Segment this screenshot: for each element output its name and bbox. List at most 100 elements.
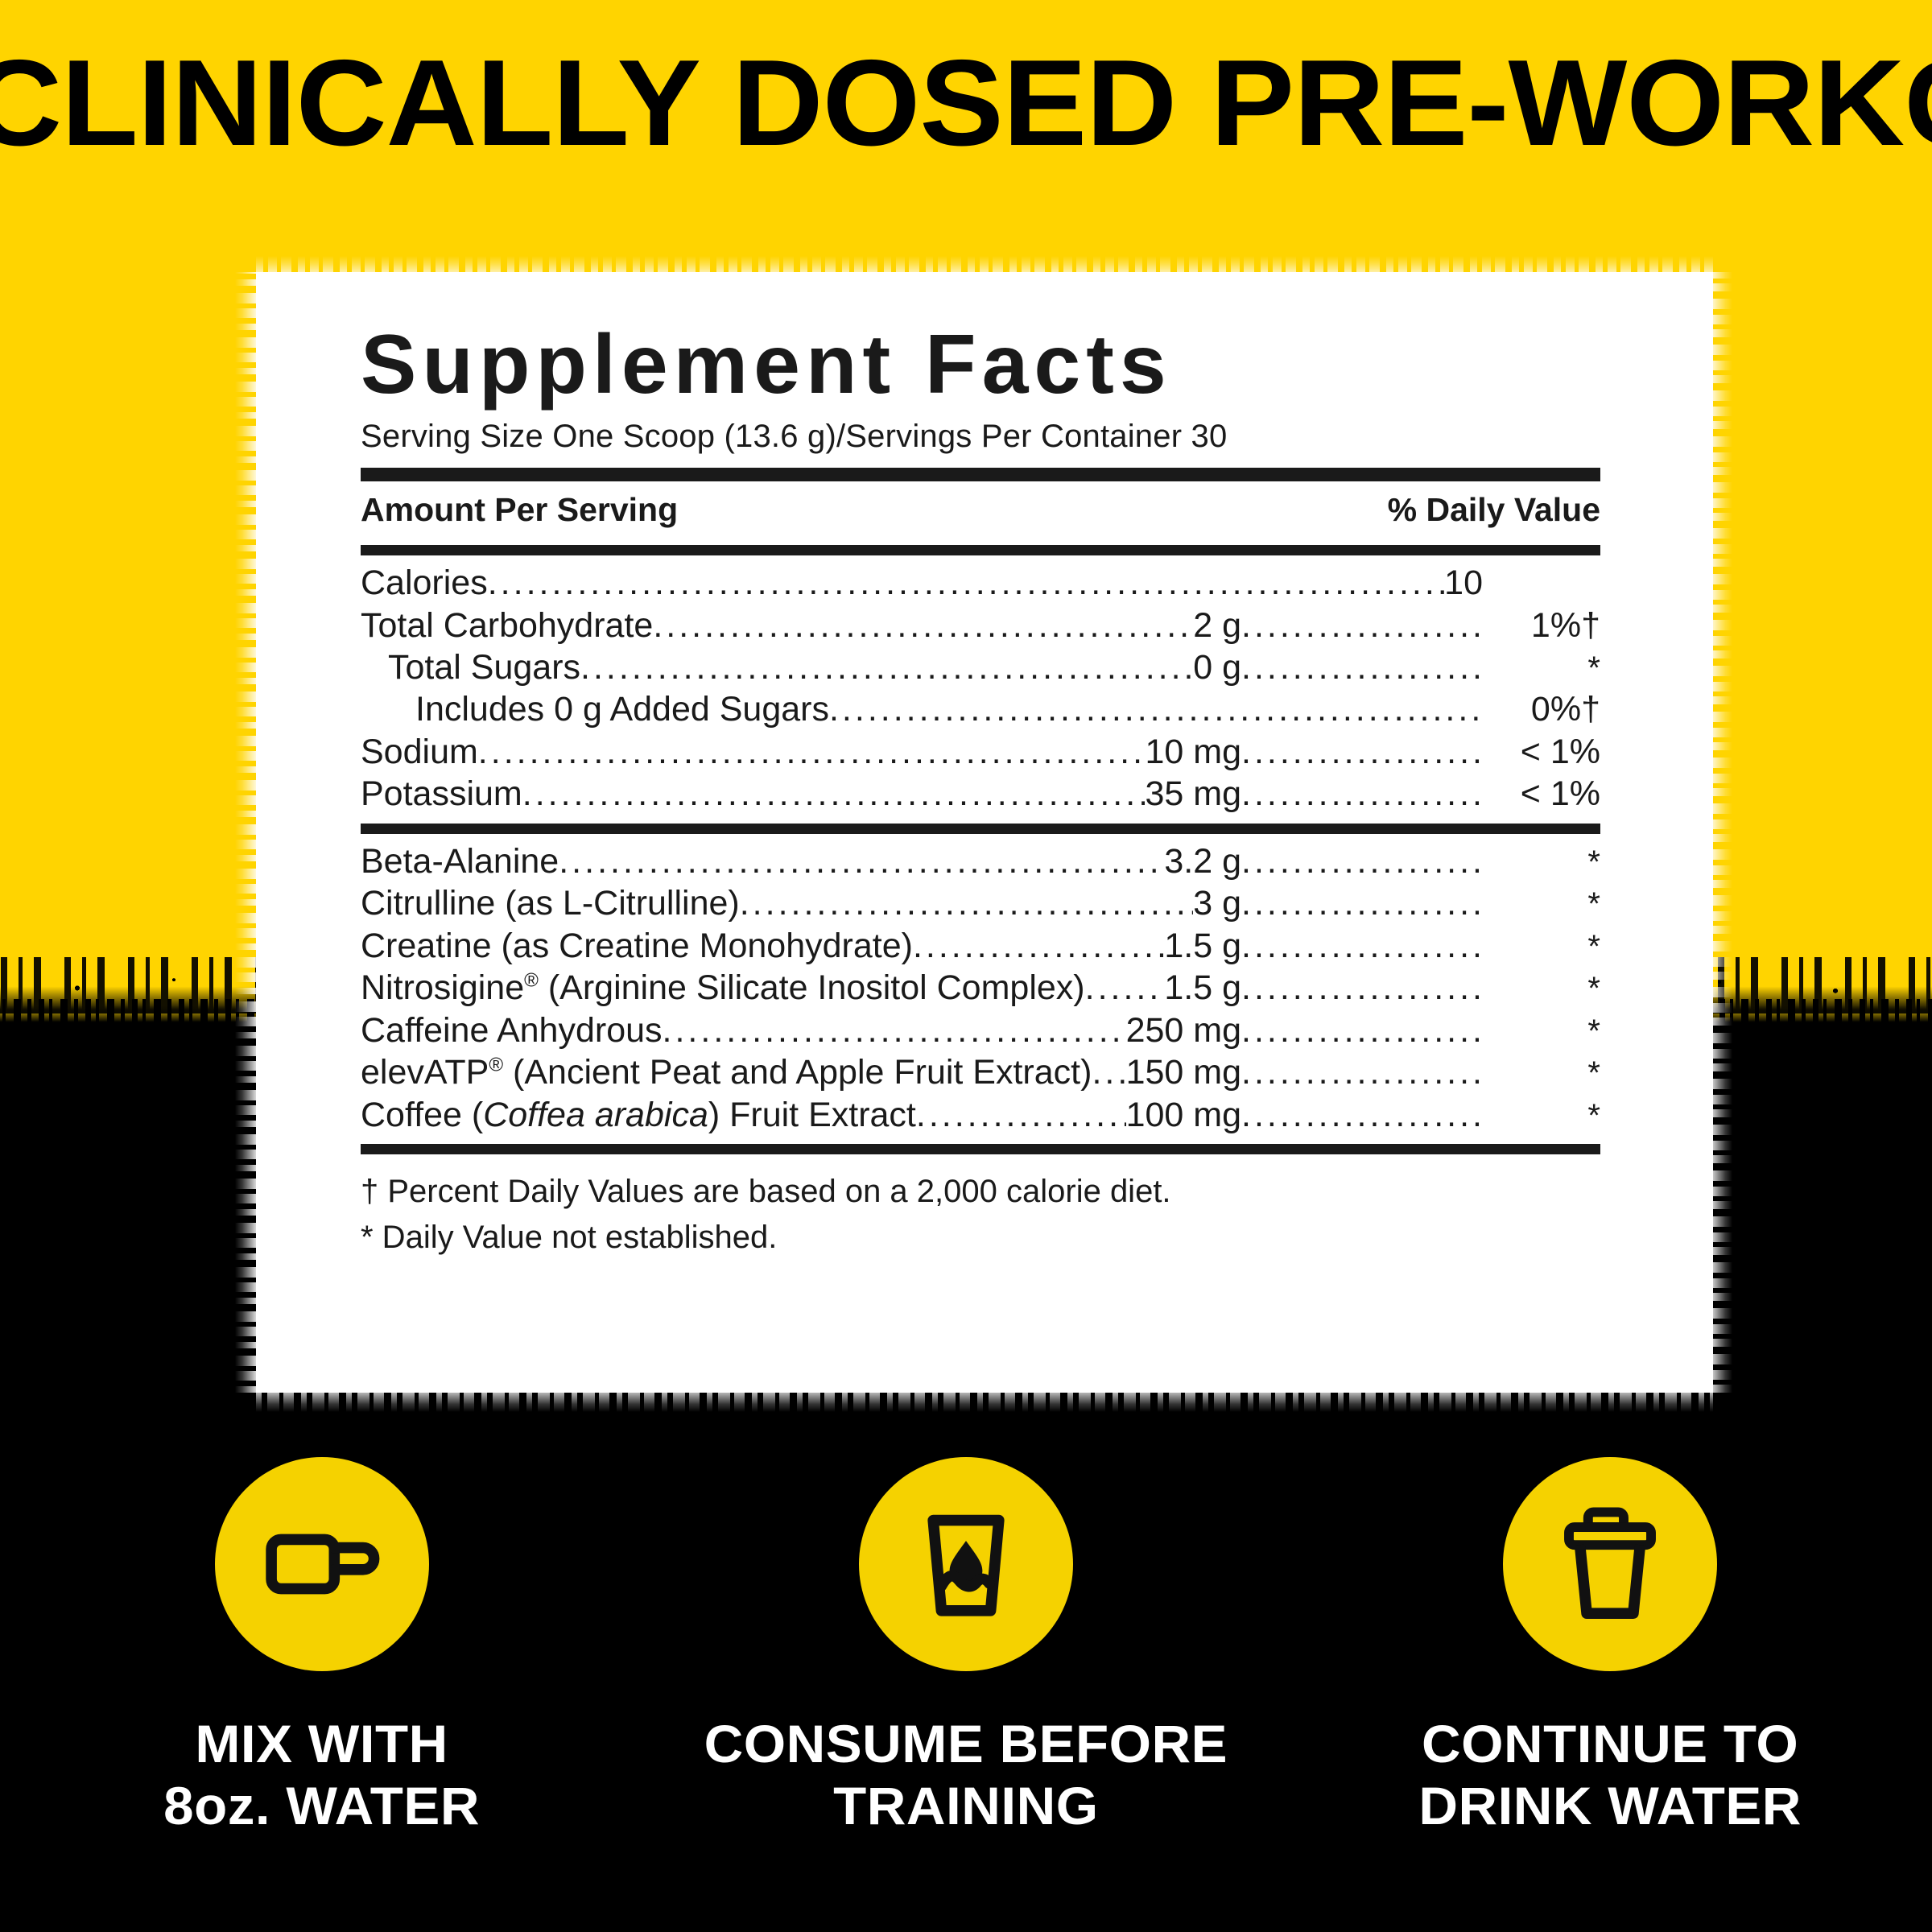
row-amount: 100 mg	[1125, 1095, 1241, 1134]
dot-leader-dv	[1241, 773, 1483, 815]
dot-leader-dv	[1241, 840, 1483, 882]
serving-size-line: Serving Size One Scoop (13.6 g)/Servings…	[361, 419, 1228, 455]
nutrition-row: Total Sugars 0 g *	[361, 646, 1600, 688]
row-label: Total Carbohydrate	[361, 605, 654, 645]
dot-leader	[913, 925, 1164, 967]
row-label: Potassium	[361, 774, 522, 814]
row-label: Total Sugars	[388, 647, 581, 687]
scoop-icon-badge	[215, 1457, 429, 1671]
ingredient-row: elevATP® (Ancient Peat and Apple Fruit E…	[361, 1051, 1600, 1093]
row-label: Includes 0 g Added Sugars	[415, 690, 829, 729]
rule-above-header	[361, 468, 1600, 482]
usage-step-caption: MIX WITH 8oz. WATER	[163, 1714, 481, 1835]
supplement-facts-content: Supplement Facts Serving Size One Scoop …	[361, 322, 1600, 1261]
ingredient-row: Beta-Alanine 3.2 g *	[361, 840, 1600, 882]
row-label: Creatine (as Creatine Monohydrate)	[361, 926, 913, 965]
ingredient-row: Coffee (Coffea arabica) Fruit Extract 100…	[361, 1094, 1600, 1136]
row-amount: 3.2 g	[1164, 841, 1241, 881]
row-amount: 10	[1444, 564, 1483, 603]
row-label: Sodium	[361, 732, 478, 771]
row-amount: 1.5 g	[1164, 926, 1241, 965]
dot-leader	[653, 605, 1193, 646]
dot-leader-dv	[1241, 1051, 1483, 1093]
row-daily-value: *	[1587, 1097, 1600, 1133]
row-label: Nitrosigine® (Arginine Silicate Inositol…	[361, 968, 1085, 1008]
row-label: Citrulline (as L-Citrulline)	[361, 884, 740, 923]
rule-below-ingredients	[361, 1143, 1600, 1154]
rule-above-ingredients	[361, 823, 1600, 834]
ingredient-row: Caffeine Anhydrous 250 mg *	[361, 1009, 1600, 1051]
usage-instructions: MIX WITH 8oz. WATER CONSUME BEFORE TRAIN…	[0, 1457, 1932, 1836]
active-ingredient-rows: Beta-Alanine3.2 g*Citrulline (as L-Citru…	[361, 840, 1600, 1136]
row-daily-value: *	[1587, 1013, 1600, 1049]
nutrition-facts-rows: Calories10Total Carbohydrate2 g1%†Total …	[361, 562, 1600, 815]
dot-leader	[559, 840, 1164, 882]
row-label: elevATP® (Ancient Peat and Apple Fruit E…	[361, 1053, 1092, 1092]
usage-step-caption: CONTINUE TO DRINK WATER	[1418, 1714, 1802, 1835]
ingredient-row: Citrulline (as L-Citrulline) 3 g *	[361, 882, 1600, 924]
row-amount: 1.5 g	[1164, 968, 1241, 1008]
row-amount: 0 g	[1193, 647, 1241, 687]
amount-per-serving-header: Amount Per Serving	[361, 491, 679, 529]
shaker-bottle-icon	[1564, 1507, 1656, 1619]
row-amount: 10 mg	[1145, 732, 1241, 771]
row-amount: 250 mg	[1125, 1010, 1241, 1050]
dot-leader-dv	[1241, 925, 1483, 967]
footnote-line: † Percent Daily Values are based on a 2,…	[361, 1173, 1171, 1209]
registered-mark-icon: ®	[524, 969, 539, 992]
water-glass-icon	[927, 1514, 1005, 1616]
page-title: CLINICALLY DOSED PRE-WORKOUT	[0, 35, 1932, 171]
row-amount: 2 g	[1193, 605, 1241, 645]
footnote-line: * Daily Value not established.	[361, 1219, 778, 1255]
dot-leader-dv	[1241, 605, 1483, 646]
facts-column-headers: Amount Per Serving % Daily Value	[361, 481, 1600, 537]
row-label: Caffeine Anhydrous	[361, 1010, 663, 1050]
nutrition-row: Includes 0 g Added Sugars 0%†	[361, 688, 1600, 730]
dot-leader	[829, 688, 1483, 730]
row-daily-value: 1%†	[1530, 605, 1600, 645]
row-amount: 3 g	[1193, 884, 1241, 923]
row-amount: 150 mg	[1125, 1053, 1241, 1092]
daily-value-header: % Daily Value	[1387, 491, 1600, 529]
dot-leader	[522, 773, 1146, 815]
row-daily-value: *	[1587, 650, 1600, 686]
footnotes: † Percent Daily Values are based on a 2,…	[361, 1169, 1600, 1261]
dot-leader-dv	[1241, 967, 1483, 1009]
dot-leader-dv	[1241, 1009, 1483, 1051]
dot-leader-dv	[1241, 1094, 1483, 1136]
nutrition-row: Total Carbohydrate 2 g 1%†	[361, 605, 1600, 646]
row-daily-value: < 1%	[1520, 774, 1600, 814]
row-label: Coffee (Coffea arabica) Fruit Extract	[361, 1095, 916, 1134]
ingredient-row: Nitrosigine® (Arginine Silicate Inositol…	[361, 967, 1600, 1009]
dot-leader	[478, 731, 1146, 773]
usage-step-caption: CONSUME BEFORE TRAINING	[704, 1714, 1228, 1835]
dot-leader-dv	[1241, 646, 1483, 688]
dot-leader	[1085, 967, 1165, 1009]
dot-leader	[916, 1094, 1126, 1136]
ingredient-row: Creatine (as Creatine Monohydrate) 1.5 g *	[361, 925, 1600, 967]
dot-leader	[580, 646, 1193, 688]
dot-leader	[1092, 1051, 1125, 1093]
scoop-icon	[266, 1534, 380, 1595]
row-amount: 35 mg	[1145, 774, 1241, 814]
row-daily-value: *	[1587, 971, 1600, 1007]
registered-mark-icon: ®	[489, 1054, 504, 1076]
shaker-bottle-icon-badge	[1503, 1457, 1717, 1671]
dot-leader	[663, 1009, 1126, 1051]
row-daily-value: *	[1587, 928, 1600, 964]
row-daily-value: *	[1587, 886, 1600, 923]
nutrition-row: Calories 10	[361, 562, 1600, 604]
row-daily-value: *	[1587, 844, 1600, 880]
row-daily-value: *	[1587, 1055, 1600, 1092]
dot-leader	[488, 562, 1444, 604]
dot-leader	[740, 882, 1193, 924]
nutrition-row: Potassium 35 mg < 1%	[361, 773, 1600, 815]
row-daily-value: < 1%	[1520, 732, 1600, 771]
water-glass-icon-badge	[859, 1457, 1073, 1671]
row-daily-value: 0%†	[1530, 690, 1600, 729]
panel-edge-left	[235, 272, 259, 1393]
usage-step-mix-with-water: MIX WITH 8oz. WATER	[0, 1457, 644, 1836]
rule-below-header	[361, 545, 1600, 556]
dot-leader-dv	[1241, 882, 1483, 924]
